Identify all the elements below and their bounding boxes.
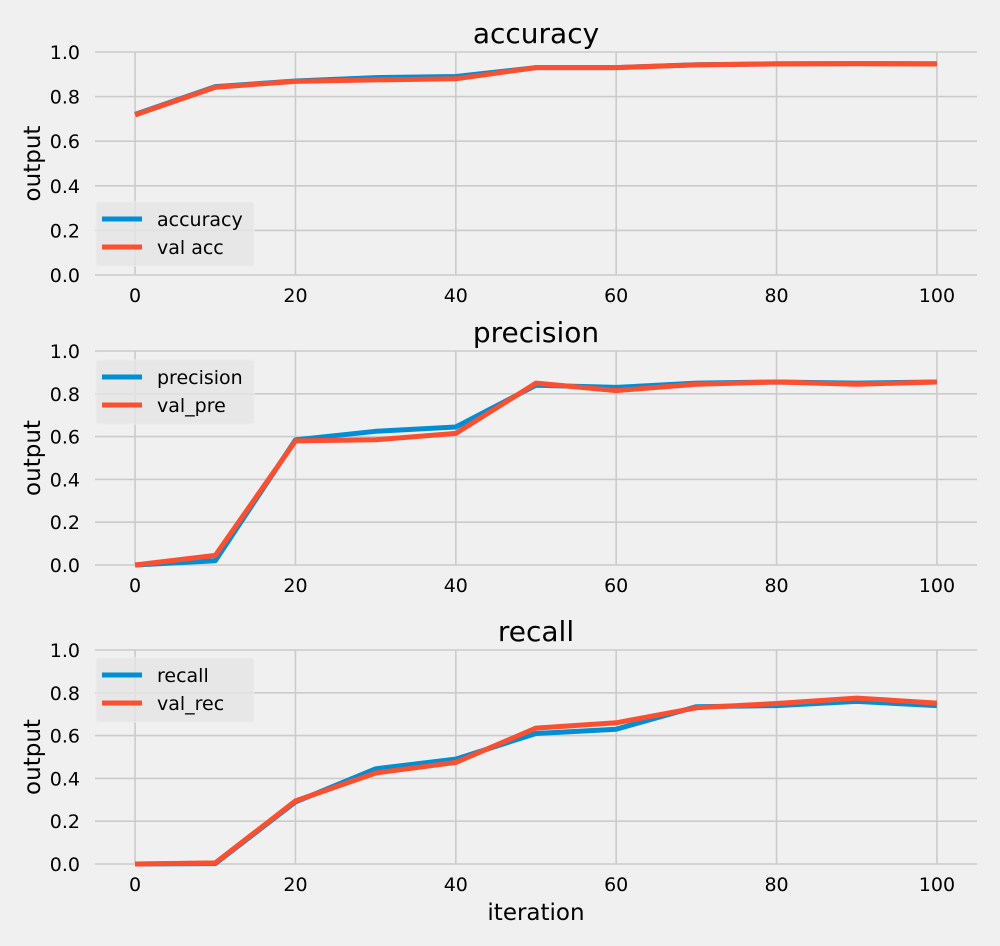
- series-line-val_rec: [135, 695, 938, 867]
- y-axis-label: output: [20, 126, 46, 202]
- x-tick-label: 60: [604, 575, 628, 597]
- legend: recall val_rec: [95, 657, 255, 723]
- y-tick-label: 1.0: [50, 341, 80, 363]
- y-tick-label: 0.8: [50, 683, 80, 705]
- x-tick-label: 80: [764, 874, 788, 896]
- chart-title: recall: [498, 615, 574, 648]
- x-tick-label: 60: [604, 285, 628, 307]
- legend-label: val_pre: [157, 395, 226, 417]
- y-tick-label: 0.2: [50, 512, 80, 534]
- y-axis-label: output: [20, 420, 46, 496]
- chart-panel-recall: 0.0 0.2 0.4 0.6 0.8 1.0 0 20 40 60 80 100 recall outp…: [20, 615, 977, 926]
- legend-label: precision: [157, 367, 243, 389]
- series-line-accuracy: [134, 61, 937, 117]
- y-tick-label: 0.8: [50, 87, 80, 109]
- x-tick-label: 100: [919, 874, 955, 896]
- y-tick-label: 0.4: [50, 176, 80, 198]
- chart-title: accuracy: [473, 17, 599, 50]
- series-line-val-acc: [134, 61, 937, 118]
- y-tick-label: 0.4: [50, 768, 80, 790]
- x-tick-label: 20: [283, 285, 307, 307]
- legend: accuracy val acc: [95, 201, 255, 267]
- x-tick-label: 60: [604, 874, 628, 896]
- x-tick-label: 80: [764, 575, 788, 597]
- y-tick-label: 0.0: [50, 555, 80, 577]
- y-tick-label: 1.0: [50, 640, 80, 662]
- x-tick-label: 80: [764, 285, 788, 307]
- legend: precision val_pre: [95, 359, 255, 425]
- x-tick-label: 0: [129, 575, 141, 597]
- y-tick-label: 0.2: [50, 811, 80, 833]
- x-tick-label: 100: [919, 285, 955, 307]
- legend-label: val_rec: [157, 693, 224, 715]
- x-tick-label: 40: [444, 575, 468, 597]
- x-tick-label: 40: [444, 285, 468, 307]
- y-tick-label: 0.2: [50, 220, 80, 242]
- chart-panel-accuracy: 0.0 0.2 0.4 0.6 0.8 1.0 0 20 40 60 80 100 accuracy ou…: [20, 17, 977, 307]
- y-axis-label: output: [20, 719, 46, 795]
- legend-label: recall: [157, 665, 209, 687]
- x-tick-label: 40: [444, 874, 468, 896]
- x-axis-label: iteration: [487, 900, 584, 926]
- y-tick-label: 1.0: [50, 42, 80, 64]
- series-line-val_pre: [134, 379, 937, 568]
- y-tick-label: 0.6: [50, 131, 80, 153]
- y-tick-label: 0.0: [50, 854, 80, 876]
- chart-title: precision: [473, 316, 599, 349]
- legend-label: val acc: [157, 237, 224, 259]
- y-tick-label: 0.4: [50, 469, 80, 491]
- chart-panel-precision: 0.0 0.2 0.4 0.6 0.8 1.0 0 20 40 60 80 100 precision o…: [20, 316, 977, 597]
- x-tick-label: 20: [283, 575, 307, 597]
- y-tick-label: 0.6: [50, 726, 80, 748]
- series-line-precision: [134, 379, 937, 568]
- y-tick-label: 0.8: [50, 384, 80, 406]
- x-tick-label: 20: [283, 874, 307, 896]
- x-tick-label: 0: [129, 285, 141, 307]
- x-tick-label: 100: [919, 575, 955, 597]
- x-tick-label: 0: [129, 874, 141, 896]
- y-tick-label: 0.6: [50, 427, 80, 449]
- y-tick-label: 0.0: [50, 265, 80, 287]
- legend-label: accuracy: [157, 209, 243, 231]
